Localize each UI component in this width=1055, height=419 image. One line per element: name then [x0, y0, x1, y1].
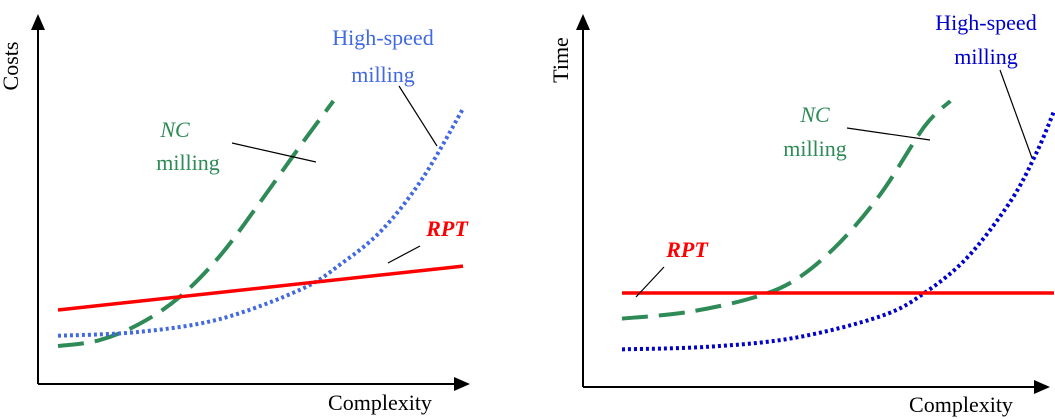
series-line-nc-milling [621, 99, 952, 321]
leader-line-high-speed-milling [999, 69, 1033, 159]
series-label-rpt: RPT [425, 216, 469, 241]
series-label-nc-milling: milling [156, 150, 220, 175]
x-axis-arrow [1034, 380, 1050, 394]
series-label-nc-milling: milling [783, 136, 847, 161]
series-label-high-speed-milling: High-speed [935, 10, 1036, 35]
y-axis-label: Costs [0, 42, 23, 91]
y-axis-label: Time [548, 37, 573, 83]
chart-panel-1: Complexity Costs NC milling High-speed millin… [0, 14, 470, 415]
leader-line-rpt [387, 245, 421, 264]
leader-line-nc-milling [231, 142, 317, 163]
y-axis-arrow [576, 14, 590, 30]
chart-panel-2: Complexity Time NC milling High-speed milling… [548, 10, 1055, 417]
series-label-high-speed-milling: milling [954, 44, 1018, 69]
series-label-high-speed-milling: High-speed [332, 25, 433, 50]
leader-line-high-speed-milling [398, 85, 438, 147]
series-line-rpt [57, 264, 464, 312]
y-axis-arrow [31, 14, 45, 30]
x-axis-label: Complexity [328, 390, 432, 415]
leader-line-rpt [635, 266, 665, 298]
series-label-rpt: RPT [665, 237, 709, 262]
series-label-high-speed-milling: milling [351, 62, 415, 87]
series-line-nc-milling [57, 99, 336, 349]
series-line-high-speed-milling [621, 110, 1055, 352]
leader-line-nc-milling [846, 127, 931, 141]
series-label-nc-milling: NC [799, 102, 830, 127]
x-axis-label: Complexity [909, 392, 1013, 417]
series-label-nc-milling: NC [159, 117, 190, 142]
x-axis-arrow [454, 377, 470, 391]
